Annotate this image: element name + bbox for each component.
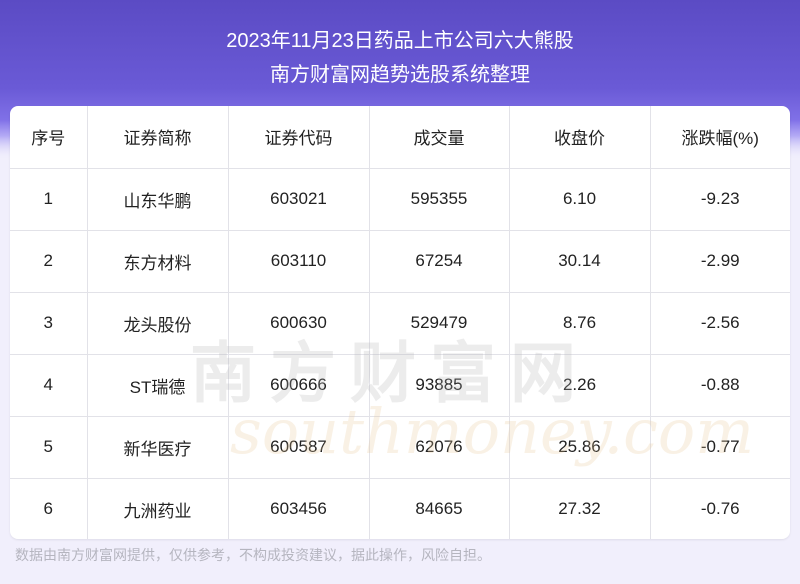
table-cell: 62076 — [369, 416, 510, 479]
table-cell: 新华医疗 — [87, 416, 229, 479]
table-cell: 5 — [10, 416, 88, 479]
stock-table: 序号 证券简称 证券代码 成交量 收盘价 涨跌幅(%) 1 山东华鹏 603021 5… — [10, 106, 790, 539]
table-row: 3 龙头股份 600630 529479 8.76 -2.56 — [10, 292, 790, 355]
table-cell: 25.86 — [509, 416, 651, 479]
table-cell: -0.88 — [650, 354, 790, 417]
table-cell: -9.23 — [650, 168, 790, 231]
table-cell: 595355 — [369, 168, 510, 231]
table-cell: 8.76 — [509, 292, 651, 355]
column-header: 证券简称 — [87, 106, 229, 169]
table-row: 5 新华医疗 600587 62076 25.86 -0.77 — [10, 416, 790, 479]
table-cell: 603456 — [228, 478, 370, 539]
table-cell: 600630 — [228, 292, 370, 355]
column-header: 收盘价 — [509, 106, 651, 169]
table-cell: 3 — [10, 292, 88, 355]
table-cell: 6.10 — [509, 168, 651, 231]
table-cell: 600666 — [228, 354, 370, 417]
table-cell: 东方材料 — [87, 230, 229, 293]
table-cell: 龙头股份 — [87, 292, 229, 355]
table-row: 4 ST瑞德 600666 93885 2.26 -0.88 — [10, 354, 790, 417]
table-cell: 30.14 — [509, 230, 651, 293]
table-cell: 603110 — [228, 230, 370, 293]
table-cell: 4 — [10, 354, 88, 417]
table-cell: ST瑞德 — [87, 354, 229, 417]
column-header: 证券代码 — [228, 106, 370, 169]
table-row: 2 东方材料 603110 67254 30.14 -2.99 — [10, 230, 790, 293]
footer-disclaimer: 数据由南方财富网提供，仅供参考，不构成投资建议，据此操作，风险自担。 — [15, 547, 491, 563]
table-cell: 27.32 — [509, 478, 651, 539]
page-title: 2023年11月23日药品上市公司六大熊股 — [226, 30, 574, 52]
table-cell: 84665 — [369, 478, 510, 539]
table-cell: -0.77 — [650, 416, 790, 479]
stock-table-card: 序号 证券简称 证券代码 成交量 收盘价 涨跌幅(%) 1 山东华鹏 603021 5… — [10, 106, 790, 539]
table-cell: 2.26 — [509, 354, 651, 417]
page-subtitle: 南方财富网趋势选股系统整理 — [270, 64, 530, 86]
table-row: 6 九洲药业 603456 84665 27.32 -0.76 — [10, 478, 790, 539]
table-cell: 山东华鹏 — [87, 168, 229, 231]
table-cell: 6 — [10, 478, 88, 539]
table-cell: 93885 — [369, 354, 510, 417]
table-cell: 600587 — [228, 416, 370, 479]
table-cell: -2.99 — [650, 230, 790, 293]
table-cell: -2.56 — [650, 292, 790, 355]
table-cell: -0.76 — [700, 499, 740, 519]
table-cell: 67254 — [369, 230, 510, 293]
table-row: 1 山东华鹏 603021 595355 6.10 -9.23 — [10, 168, 790, 231]
table-cell: 529479 — [369, 292, 510, 355]
table-cell: 2 — [10, 230, 88, 293]
column-header: 序号 — [10, 106, 88, 169]
table-cell: 603021 — [228, 168, 370, 231]
table-header-row: 序号 证券简称 证券代码 成交量 收盘价 涨跌幅(%) — [10, 106, 790, 169]
column-header: 涨跌幅(%) — [650, 106, 790, 169]
table-cell: 九洲药业 — [87, 478, 229, 539]
column-header: 成交量 — [369, 106, 510, 169]
table-cell: 1 — [10, 168, 88, 231]
